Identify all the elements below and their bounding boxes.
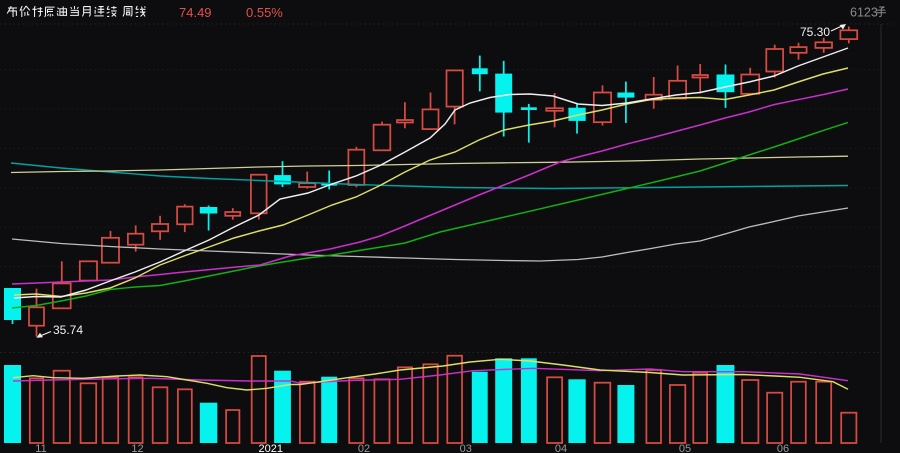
svg-text:0.55%: 0.55% [246, 5, 283, 20]
svg-text:12: 12 [131, 443, 143, 453]
svg-text:74.49: 74.49 [179, 5, 212, 20]
svg-text:75.30: 75.30 [800, 25, 830, 39]
svg-text:11: 11 [35, 443, 46, 453]
svg-text:02: 02 [358, 443, 370, 453]
svg-text:35.74: 35.74 [53, 323, 83, 337]
svg-text:6123: 6123 [850, 6, 878, 20]
svg-text:04: 04 [555, 443, 567, 453]
svg-text:06: 06 [777, 443, 789, 453]
svg-text:05: 05 [679, 443, 691, 453]
svg-text:03: 03 [460, 443, 472, 453]
svg-text:2021: 2021 [259, 443, 283, 453]
